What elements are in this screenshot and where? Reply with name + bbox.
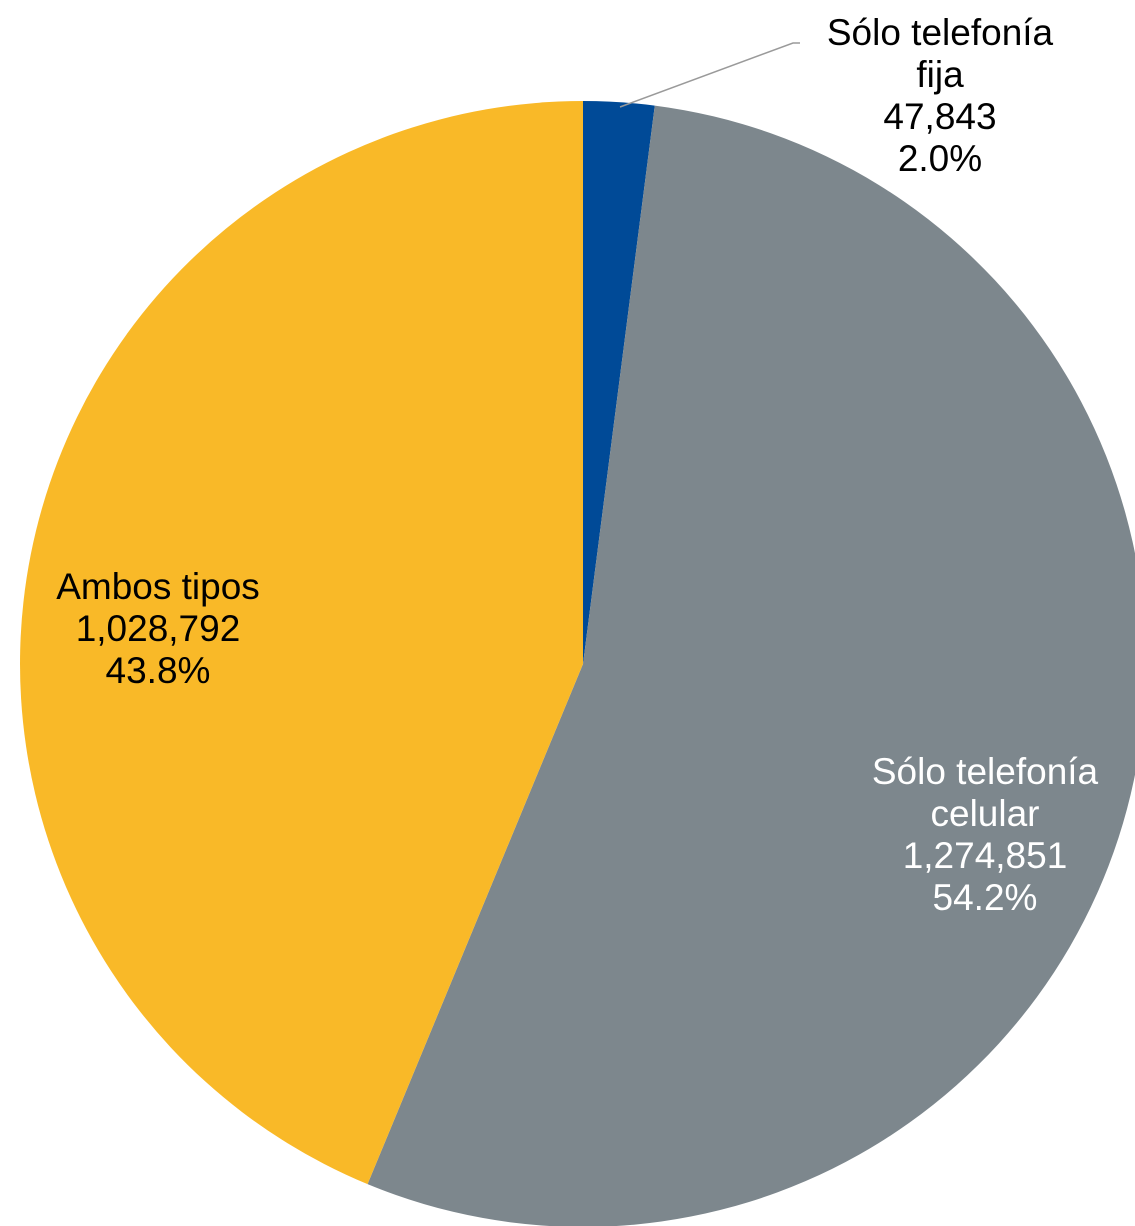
data-labels: Sólo telefonía fija 47,843 2.0%Sólo telefon… — [56, 12, 1098, 918]
slice-label-line: fija — [916, 54, 964, 95]
slice-label-line: celular — [931, 793, 1040, 834]
pie-slices — [20, 101, 1135, 1226]
slice-label-line: 54.2% — [933, 877, 1038, 918]
leader-line — [619, 42, 800, 108]
slice-label-line: Sólo telefonía — [827, 12, 1054, 53]
slice-label-line: Ambos tipos — [56, 566, 260, 607]
slice-label-line: 47,843 — [883, 96, 996, 137]
slice-label-line: 1,028,792 — [76, 608, 241, 649]
slice-label-line: 1,274,851 — [903, 835, 1068, 876]
slice-label-3: Ambos tipos 1,028,792 43.8% — [56, 566, 260, 691]
pie-slice-2 — [367, 105, 1135, 1226]
pie-slice-1 — [583, 101, 655, 664]
slice-label-2: Sólo telefonía celular 1,274,851 54.2% — [872, 751, 1099, 918]
slice-label-line: Sólo telefonía — [872, 751, 1099, 792]
leader-lines — [619, 42, 800, 108]
pie-slice-3 — [20, 101, 583, 1185]
slice-label-1: Sólo telefonía fija 47,843 2.0% — [827, 12, 1054, 179]
slice-label-line: 43.8% — [106, 650, 211, 691]
slice-label-line: 2.0% — [898, 138, 982, 179]
